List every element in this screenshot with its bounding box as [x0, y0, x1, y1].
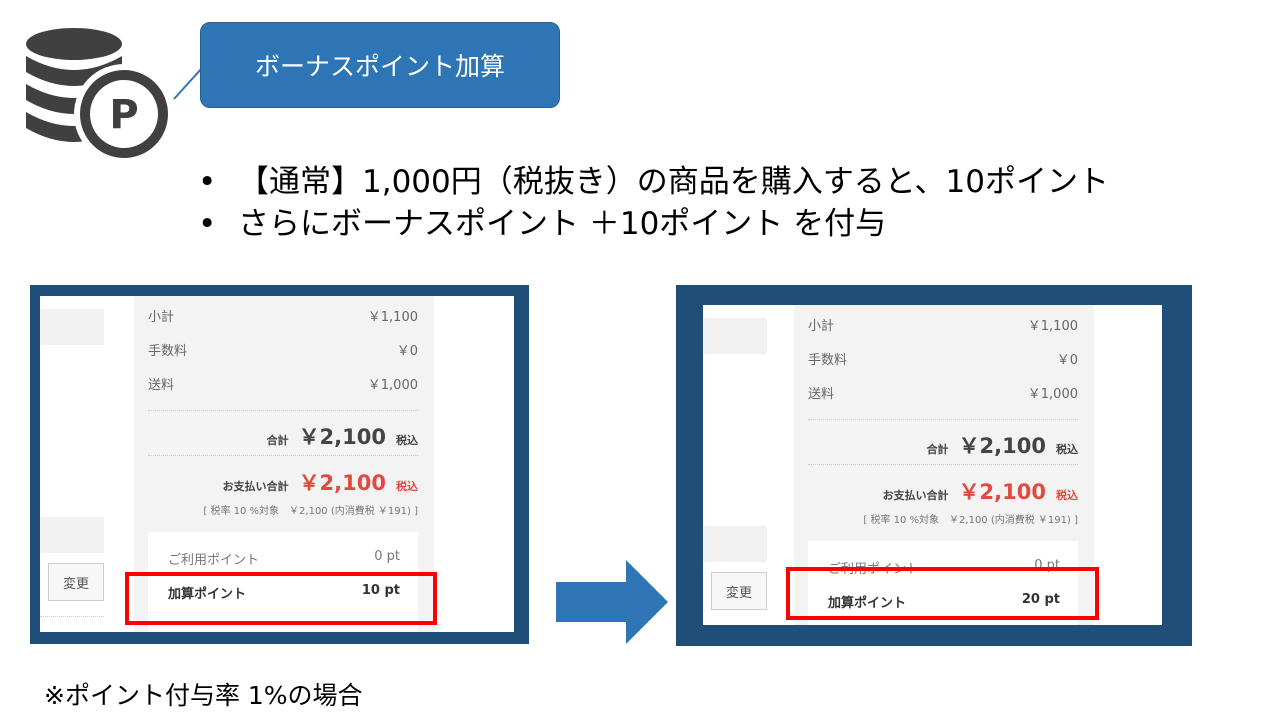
tax-note: [ 税率 10 %対象 ￥2,100 (内消費税 ￥191) ]: [203, 506, 418, 517]
callout-box: ボーナスポイント加算: [200, 22, 560, 108]
shipping-row: 送料 ￥1,000: [148, 378, 418, 393]
svg-text:P: P: [109, 92, 138, 138]
change-button[interactable]: 変更: [48, 563, 104, 601]
placeholder-block: [703, 526, 767, 562]
footnote: ※ポイント付与率 1%の場合: [44, 681, 363, 710]
divider: [148, 410, 418, 411]
order-summary: 変更 小計 ￥1,100 手数料 ￥0 送料 ￥1,000 合計 ￥2,100 税込 お支…: [40, 296, 514, 632]
summary-column: 小計 ￥1,100 手数料 ￥0 送料 ￥1,000 合計 ￥2,100 税込 お支払い合…: [794, 305, 1094, 625]
divider: [40, 616, 104, 617]
total-row: 合計 ￥2,100 税込: [926, 434, 1078, 458]
subtotal-row: 小計 ￥1,100: [808, 319, 1078, 334]
subtotal-row: 小計 ￥1,100: [148, 310, 418, 325]
highlight-box: [125, 572, 437, 625]
order-summary: 変更 小計 ￥1,100 手数料 ￥0 送料 ￥1,000 合計 ￥2,100 税込 お支…: [703, 305, 1162, 625]
summary-column: 小計 ￥1,100 手数料 ￥0 送料 ￥1,000 合計 ￥2,100 税込 お支払い合…: [134, 296, 434, 632]
placeholder-block: [40, 517, 104, 553]
total-row: 合計 ￥2,100 税込: [266, 425, 418, 449]
used-points-row: ご利用ポイント 0 pt: [168, 549, 400, 568]
right-arrow-icon: [556, 560, 668, 644]
placeholder-block: [703, 318, 767, 354]
fee-row: 手数料 ￥0: [148, 344, 418, 359]
points-box: ご利用ポイント 0 pt 加算ポイント 20 pt: [808, 541, 1078, 625]
bullet-item: • さらにボーナスポイント ＋10ポイント を付与: [198, 206, 887, 242]
divider: [808, 464, 1078, 465]
divider: [148, 455, 418, 456]
divider: [808, 419, 1078, 420]
payment-total-row: お支払い合計 ￥2,100 税込: [882, 480, 1078, 504]
coin-stack-p-icon: P: [26, 28, 174, 164]
highlight-box: [786, 567, 1099, 620]
added-points-row: 加算ポイント 10 pt: [168, 583, 400, 602]
shipping-row: 送料 ￥1,000: [808, 387, 1078, 402]
placeholder-block: [40, 309, 104, 345]
callout-label: ボーナスポイント加算: [254, 52, 505, 81]
tax-note: [ 税率 10 %対象 ￥2,100 (内消費税 ￥191) ]: [863, 515, 1078, 526]
points-box: ご利用ポイント 0 pt 加算ポイント 10 pt: [148, 532, 418, 632]
fee-row: 手数料 ￥0: [808, 353, 1078, 368]
change-button[interactable]: 変更: [711, 572, 767, 610]
callout-connector: [173, 67, 203, 100]
payment-total-row: お支払い合計 ￥2,100 税込: [222, 471, 418, 495]
bullet-item: • 【通常】1,000円（税抜き）の商品を購入すると、10ポイント: [198, 164, 1109, 200]
added-points-row: 加算ポイント 20 pt: [828, 592, 1060, 611]
